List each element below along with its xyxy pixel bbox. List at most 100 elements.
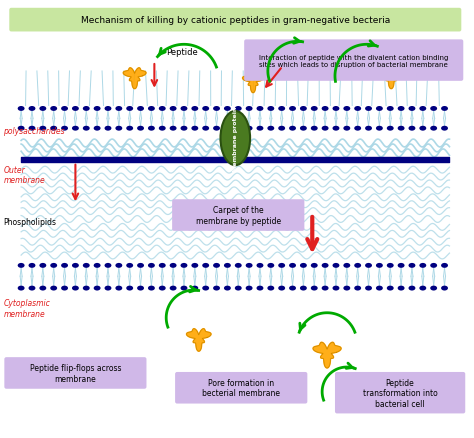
Ellipse shape <box>137 286 144 291</box>
Ellipse shape <box>202 286 209 291</box>
Ellipse shape <box>278 107 285 112</box>
Ellipse shape <box>18 286 25 291</box>
Ellipse shape <box>387 127 394 131</box>
Ellipse shape <box>409 107 415 112</box>
Ellipse shape <box>300 286 307 291</box>
Ellipse shape <box>224 263 231 268</box>
Ellipse shape <box>50 107 57 112</box>
Ellipse shape <box>148 286 155 291</box>
Ellipse shape <box>322 127 328 131</box>
Ellipse shape <box>365 286 372 291</box>
Ellipse shape <box>181 107 187 112</box>
Ellipse shape <box>191 286 198 291</box>
Ellipse shape <box>246 107 253 112</box>
Ellipse shape <box>332 127 339 131</box>
Ellipse shape <box>39 286 46 291</box>
Ellipse shape <box>430 286 437 291</box>
Text: Carpet of the
membrane by peptide: Carpet of the membrane by peptide <box>196 206 281 225</box>
FancyBboxPatch shape <box>335 372 465 413</box>
Ellipse shape <box>39 127 46 131</box>
Ellipse shape <box>39 263 46 268</box>
Ellipse shape <box>148 107 155 112</box>
Ellipse shape <box>28 286 36 291</box>
Ellipse shape <box>376 263 383 268</box>
Ellipse shape <box>235 263 242 268</box>
Ellipse shape <box>137 263 144 268</box>
Ellipse shape <box>246 127 253 131</box>
Ellipse shape <box>256 127 264 131</box>
FancyBboxPatch shape <box>9 9 461 32</box>
Ellipse shape <box>256 107 264 112</box>
Ellipse shape <box>50 286 57 291</box>
Ellipse shape <box>387 107 394 112</box>
Ellipse shape <box>332 263 339 268</box>
Ellipse shape <box>191 107 198 112</box>
Ellipse shape <box>72 286 79 291</box>
FancyBboxPatch shape <box>175 372 307 404</box>
Ellipse shape <box>278 286 285 291</box>
Ellipse shape <box>409 127 415 131</box>
Polygon shape <box>123 69 146 89</box>
Ellipse shape <box>213 263 220 268</box>
Ellipse shape <box>398 127 404 131</box>
Ellipse shape <box>83 263 90 268</box>
Ellipse shape <box>220 112 250 166</box>
Ellipse shape <box>94 286 100 291</box>
Ellipse shape <box>224 107 231 112</box>
Text: Membrane protein: Membrane protein <box>233 106 238 171</box>
Ellipse shape <box>191 263 198 268</box>
Ellipse shape <box>213 107 220 112</box>
Ellipse shape <box>61 286 68 291</box>
Ellipse shape <box>398 286 404 291</box>
Ellipse shape <box>441 107 448 112</box>
Ellipse shape <box>159 107 166 112</box>
Ellipse shape <box>267 107 274 112</box>
Ellipse shape <box>267 286 274 291</box>
Ellipse shape <box>387 286 394 291</box>
Ellipse shape <box>148 263 155 268</box>
Ellipse shape <box>115 286 122 291</box>
Ellipse shape <box>419 286 426 291</box>
Ellipse shape <box>28 107 36 112</box>
Ellipse shape <box>354 107 361 112</box>
Ellipse shape <box>159 127 166 131</box>
Ellipse shape <box>343 127 350 131</box>
Ellipse shape <box>289 127 296 131</box>
Ellipse shape <box>213 127 220 131</box>
Ellipse shape <box>332 286 339 291</box>
Ellipse shape <box>50 127 57 131</box>
Ellipse shape <box>267 263 274 268</box>
Ellipse shape <box>322 107 328 112</box>
Ellipse shape <box>376 127 383 131</box>
Ellipse shape <box>148 127 155 131</box>
Ellipse shape <box>311 263 318 268</box>
Ellipse shape <box>289 107 296 112</box>
Ellipse shape <box>256 286 264 291</box>
Ellipse shape <box>181 127 187 131</box>
Ellipse shape <box>28 127 36 131</box>
Ellipse shape <box>213 286 220 291</box>
Ellipse shape <box>126 286 133 291</box>
Ellipse shape <box>409 286 415 291</box>
Ellipse shape <box>300 127 307 131</box>
Ellipse shape <box>365 127 372 131</box>
Polygon shape <box>380 69 402 89</box>
Text: Mechanism of killing by cationic peptides in gram-negative becteria: Mechanism of killing by cationic peptide… <box>81 16 390 25</box>
Ellipse shape <box>18 107 25 112</box>
FancyBboxPatch shape <box>4 357 146 389</box>
Ellipse shape <box>170 263 177 268</box>
Text: Peptide
transformation into
bacterial cell: Peptide transformation into bacterial ce… <box>363 378 438 408</box>
Text: Peptide: Peptide <box>166 48 198 57</box>
Ellipse shape <box>430 107 437 112</box>
Ellipse shape <box>419 263 426 268</box>
Ellipse shape <box>181 286 187 291</box>
Ellipse shape <box>246 286 253 291</box>
Text: Interaction of peptide with the divalent cation binding
sites which leads to dis: Interaction of peptide with the divalent… <box>259 54 448 67</box>
Ellipse shape <box>202 263 209 268</box>
Ellipse shape <box>246 263 253 268</box>
Ellipse shape <box>311 286 318 291</box>
Ellipse shape <box>224 127 231 131</box>
Ellipse shape <box>39 107 46 112</box>
Ellipse shape <box>398 107 404 112</box>
Text: polysaccharides: polysaccharides <box>3 127 65 135</box>
